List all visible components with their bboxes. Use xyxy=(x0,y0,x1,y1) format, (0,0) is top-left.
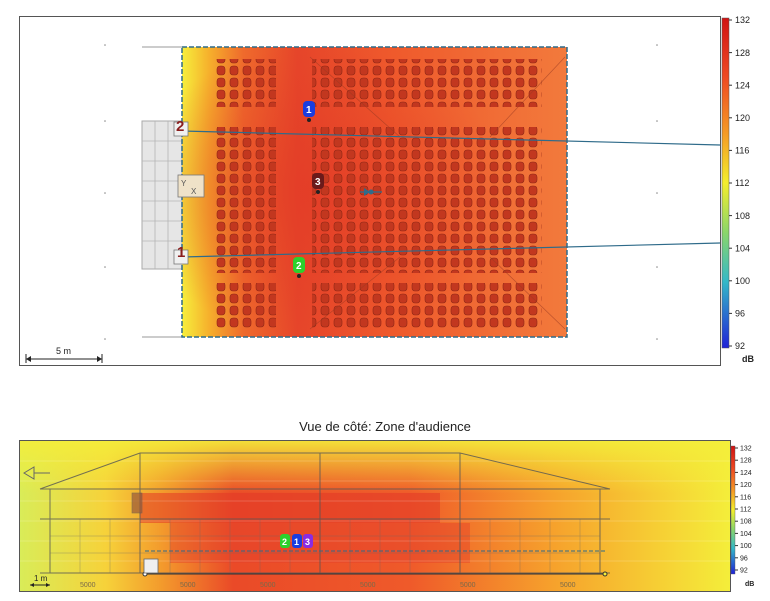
direction-arrow xyxy=(368,189,374,195)
side-view-panel[interactable]: 2 1 3 5000 5000 5000 5000 5000 5000 1 m xyxy=(19,440,731,592)
legend-tick-label: 108 xyxy=(740,519,752,526)
scale-bar: 5 m xyxy=(25,346,103,363)
legend-tick-label: 120 xyxy=(740,482,752,489)
side-legend-unit: dB xyxy=(745,581,754,588)
legend-tick-label: 96 xyxy=(740,555,748,562)
side-marker-1[interactable]: 1 xyxy=(292,534,302,548)
svg-text:X: X xyxy=(191,187,197,196)
line-label-1: 1 xyxy=(177,244,185,261)
legend-tick-label: 124 xyxy=(740,470,752,477)
dimension-label: 5000 xyxy=(360,582,376,589)
stage-canopy xyxy=(141,120,183,270)
svg-text:1: 1 xyxy=(306,105,312,116)
side-legend-scale: 132 128 124 120 116 112 108 104 100 96 92 dB xyxy=(730,445,754,588)
legend-tick-label: 128 xyxy=(735,48,750,58)
legend-tick-label: 92 xyxy=(740,567,748,574)
legend-unit: dB xyxy=(742,354,754,364)
legend-tick-label: 116 xyxy=(735,146,749,156)
legend-tick-label: 104 xyxy=(740,531,752,538)
dimension-label: 5000 xyxy=(80,582,96,589)
legend-tick-label: 132 xyxy=(740,445,752,452)
side-marker-3[interactable]: 3 xyxy=(303,534,313,548)
scale-bar-label: 5 m xyxy=(56,346,71,356)
legend-tick-label: 120 xyxy=(735,113,750,123)
dimension-label: 5000 xyxy=(260,582,276,589)
legend-tick-label: 116 xyxy=(740,494,751,501)
legend-tick-label: 100 xyxy=(735,276,750,286)
side-marker-2[interactable]: 2 xyxy=(280,534,290,548)
legend-tick-label: 112 xyxy=(735,178,749,188)
top-view-map: 2 1 Y X 1 2 3 xyxy=(25,44,720,363)
dimension-label: 5000 xyxy=(180,582,196,589)
legend-tick-label: 128 xyxy=(740,458,752,465)
measure-line-1 xyxy=(181,242,720,258)
measure-line-2 xyxy=(181,130,720,146)
marker-3[interactable]: 3 xyxy=(312,173,324,194)
legend-tick-label: 124 xyxy=(735,80,750,90)
svg-text:1: 1 xyxy=(294,537,299,547)
side-scale-bar-label: 1 m xyxy=(34,574,48,583)
marker-1[interactable]: 1 xyxy=(303,101,315,122)
svg-text:2: 2 xyxy=(296,261,302,272)
marker-2[interactable]: 2 xyxy=(293,257,305,278)
line-label-2: 2 xyxy=(176,118,184,135)
seating-blocks xyxy=(216,59,542,329)
dimension-label: 5000 xyxy=(460,582,476,589)
legend-tick-label: 104 xyxy=(735,243,750,253)
speaker-box-side xyxy=(143,558,159,574)
top-color-legend: 132 128 124 120 116 112 108 104 100 96 92 dB xyxy=(720,15,769,364)
side-color-legend: 132 128 124 120 116 112 108 104 100 96 92 dB xyxy=(730,440,770,590)
legend-tick-label: 100 xyxy=(740,543,752,550)
legend-tick-label: 132 xyxy=(735,16,750,25)
side-view-title: Vue de côté: Zone d'audience xyxy=(299,419,471,434)
dimension-labels: 5000 5000 5000 5000 5000 5000 xyxy=(80,582,576,589)
side-scale-bar: 1 m xyxy=(30,574,50,587)
legend-tick-label: 96 xyxy=(735,309,745,319)
building-section xyxy=(39,452,611,574)
legend-tick-label: 108 xyxy=(735,211,750,221)
side-view-map: 2 1 3 5000 5000 5000 5000 5000 5000 1 m xyxy=(20,441,730,591)
legend-scale: 132 128 124 120 116 112 108 104 100 96 92 dB xyxy=(721,15,754,364)
svg-text:2: 2 xyxy=(282,537,287,547)
svg-text:Y: Y xyxy=(181,179,187,188)
svg-text:3: 3 xyxy=(305,537,310,547)
speaker-box xyxy=(177,174,205,198)
dimension-label: 5000 xyxy=(560,582,576,589)
legend-tick-label: 92 xyxy=(735,341,745,351)
svg-text:3: 3 xyxy=(315,177,321,188)
legend-tick-label: 112 xyxy=(740,506,751,513)
top-view-panel[interactable]: 2 1 Y X 1 2 3 xyxy=(19,16,721,366)
